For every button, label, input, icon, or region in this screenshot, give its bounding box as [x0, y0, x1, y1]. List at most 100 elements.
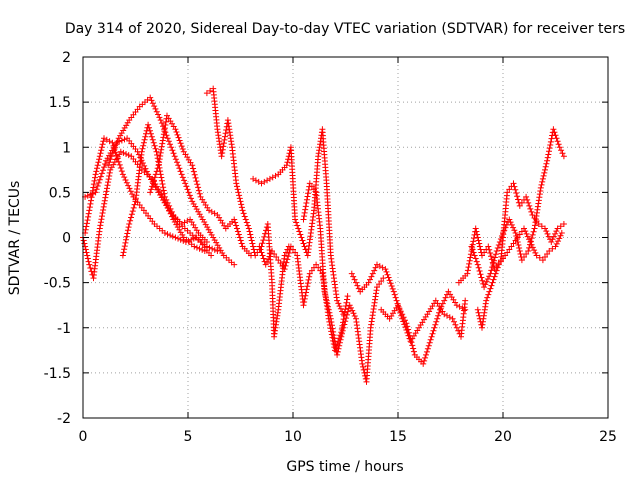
data-point: [211, 246, 218, 253]
x-tick-label: 10: [284, 429, 302, 445]
data-point: [156, 159, 163, 166]
data-point: [521, 225, 527, 232]
data-point: [558, 229, 565, 236]
data-point: [211, 210, 218, 217]
data-point: [163, 132, 170, 139]
data-point: [548, 135, 555, 142]
data-point: [238, 201, 245, 208]
data-point: [379, 264, 386, 271]
data-point: [152, 171, 159, 178]
data-point: [556, 235, 563, 242]
data-point: [301, 213, 308, 220]
data-point: [515, 196, 521, 203]
data-point: [389, 285, 396, 292]
data-point: [410, 345, 417, 352]
data-point: [496, 239, 503, 246]
data-point: [178, 171, 185, 178]
data-point: [332, 345, 339, 352]
data-point: [260, 255, 267, 262]
y-axis-label: SDTVAR / TECUs: [7, 181, 23, 296]
data-point: [150, 177, 157, 184]
data-point: [175, 162, 182, 169]
data-point: [109, 150, 116, 157]
data-point: [127, 217, 134, 224]
data-point: [385, 274, 392, 281]
data-point: [322, 291, 329, 298]
data-point: [399, 311, 406, 318]
data-point: [365, 279, 372, 286]
data-point: [336, 342, 343, 349]
data-point: [485, 243, 492, 250]
data-point: [249, 240, 256, 247]
data-point: [355, 285, 362, 292]
data-point: [176, 137, 183, 144]
data-point: [83, 249, 90, 256]
data-point: [506, 216, 513, 223]
data-point: [146, 127, 153, 134]
data-point: [518, 199, 525, 206]
data-point: [283, 259, 290, 266]
data-point: [162, 118, 169, 125]
data-point: [554, 138, 561, 145]
data-point: [555, 141, 562, 148]
data-point: [128, 214, 134, 221]
data-point: [468, 243, 475, 250]
data-point: [344, 311, 350, 318]
data-point: [156, 156, 163, 163]
data-point: [466, 257, 473, 264]
data-point: [201, 248, 208, 255]
data-point: [296, 228, 303, 235]
data-point: [194, 181, 201, 188]
data-point: [511, 183, 518, 190]
data-point: [303, 286, 310, 293]
data-point: [543, 160, 550, 167]
data-point: [516, 248, 523, 255]
data-point: [390, 288, 397, 295]
data-point: [350, 310, 357, 317]
data-point: [264, 177, 271, 184]
data-point: [528, 235, 535, 242]
data-point: [368, 273, 375, 280]
data-point: [322, 294, 329, 301]
data-point: [117, 148, 124, 155]
data-point: [290, 246, 296, 253]
data-point: [80, 237, 87, 244]
data-point: [464, 267, 471, 274]
data-point: [475, 264, 482, 271]
data-point: [494, 245, 501, 252]
data-point: [196, 245, 203, 252]
data-point: [121, 136, 128, 143]
data-point: [147, 130, 154, 137]
data-point: [92, 174, 99, 181]
data-point: [90, 181, 97, 188]
data-point: [516, 245, 523, 252]
data-point: [301, 209, 308, 216]
data-point: [483, 297, 490, 304]
data-point: [203, 90, 210, 97]
data-point: [553, 240, 560, 247]
data-point: [430, 327, 437, 334]
data-point: [222, 130, 229, 137]
data-point: [538, 181, 545, 188]
data-point: [106, 138, 113, 145]
data-point: [446, 314, 453, 321]
data-point: [166, 202, 173, 209]
data-point: [338, 333, 345, 340]
data-point: [138, 148, 145, 155]
data-point: [545, 148, 552, 155]
data-point: [164, 231, 171, 238]
data-point: [544, 154, 551, 161]
data-point: [97, 173, 104, 180]
data-point: [550, 233, 557, 240]
data-point: [336, 303, 343, 310]
data-point: [404, 323, 411, 330]
data-point: [99, 167, 106, 174]
data-point: [488, 282, 495, 289]
data-point: [474, 234, 481, 241]
data-point: [177, 140, 184, 147]
data-point: [126, 185, 133, 192]
data-point: [95, 179, 102, 186]
x-tick-label: 20: [494, 429, 512, 445]
data-point: [82, 246, 89, 253]
data-point: [158, 120, 165, 127]
